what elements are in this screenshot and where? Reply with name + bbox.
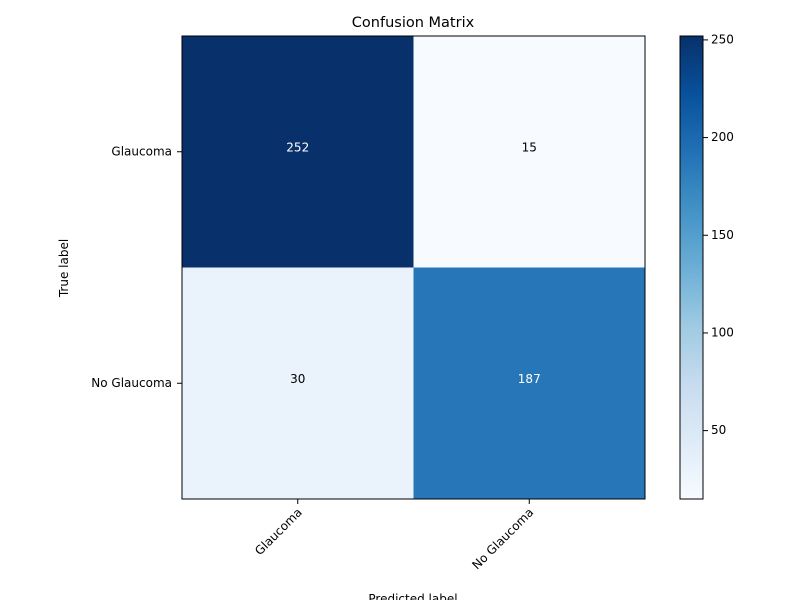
y-axis-label: True label [57,239,71,298]
y-tick-label: Glaucoma [111,144,172,158]
cell-value-label: 252 [286,140,309,154]
colorbar-tick-label: 50 [711,423,726,437]
heatmap-cells: 252 15 30 187 [182,36,645,499]
cell-value-label: 30 [290,372,305,386]
colorbar [679,35,704,500]
colorbar-ticks: 50 100 150 200 250 [703,32,734,437]
heatmap-cell [413,267,645,499]
heatmap-cell [182,267,414,499]
cell-value-label: 15 [522,140,537,154]
colorbar-tick-label: 250 [711,32,734,46]
heatmap-cell [182,36,414,268]
colorbar-tick-label: 150 [711,228,734,242]
colorbar-tick-label: 100 [711,325,734,339]
colorbar-tick-label: 200 [711,130,734,144]
x-axis-label: Predicted label [368,592,457,600]
x-axis-ticks: Glaucoma No Glaucoma [252,499,536,572]
chart-title: Confusion Matrix [352,15,475,31]
x-tick-label: No Glaucoma [469,505,536,572]
y-axis-ticks: Glaucoma No Glaucoma [91,144,182,390]
cell-value-label: 187 [518,372,541,386]
x-tick-label: Glaucoma [252,505,305,558]
y-tick-label: No Glaucoma [91,376,172,390]
heatmap-cell [413,36,645,268]
plot-frame [181,35,646,500]
